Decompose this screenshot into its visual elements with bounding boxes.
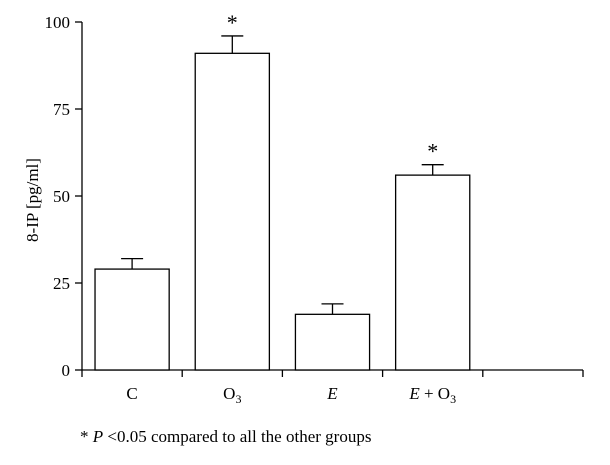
footnote: * P <0.05 compared to all the other grou… <box>80 427 371 447</box>
bar-3 <box>394 174 471 371</box>
y-tick-label-0: 0 <box>62 361 71 380</box>
significance-marker-1: * <box>227 10 238 35</box>
footnote-p: P <box>92 427 104 446</box>
footnote-star: * <box>80 427 89 446</box>
bar-0 <box>94 268 170 371</box>
y-tick-label-75: 75 <box>53 100 70 119</box>
x-tick-label-2: E <box>326 384 338 403</box>
bar-1 <box>194 52 271 371</box>
y-tick-label-25: 25 <box>53 274 70 293</box>
y-tick-label-100: 100 <box>45 13 71 32</box>
chart-ticks: 0 25 50 75 100 C O3 E E + O3 <box>45 13 584 406</box>
significance-marker-3: * <box>427 139 438 164</box>
chart-bars: ** <box>94 10 471 371</box>
footnote-text: <0.05 compared to all the other groups <box>103 427 372 446</box>
x-tick-label-3: E + O3 <box>408 384 456 406</box>
bar-2 <box>294 313 371 371</box>
y-tick-label-50: 50 <box>53 187 70 206</box>
x-tick-label-1: O3 <box>223 384 241 406</box>
y-axis-label: 8-IP [pg/ml] <box>23 158 42 242</box>
x-tick-label-0: C <box>126 384 137 403</box>
